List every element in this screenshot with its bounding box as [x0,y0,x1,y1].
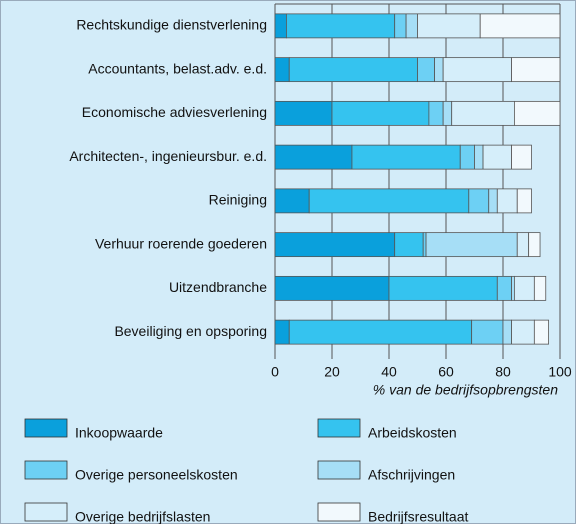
bar-segment [474,144,484,170]
bar-segment [388,275,498,301]
bar-segment [417,57,436,83]
legend-swatch [24,460,68,480]
bar-segment [274,13,287,39]
bar-segment [274,232,396,258]
legend-label: Bedrijfsresultaat [368,509,468,524]
y-tick-label: Accountants, belast.adv. e.d. [88,60,267,76]
bar-segment [482,144,512,170]
bar-segment [533,275,547,301]
x-tick-label: 100 [548,364,572,380]
bar-segment [434,57,444,83]
bar-segment [496,275,512,301]
legend-swatch [317,460,361,480]
legend-label: Overige bedrijfslasten [75,509,210,524]
bar-segment [496,188,518,214]
legend-label: Overige personeelskosten [75,467,238,483]
bar-segment [274,57,290,83]
bar-segment [511,319,535,345]
bar-segment [274,100,333,126]
bar-segment [459,144,475,170]
x-tick-label: 0 [271,364,279,380]
y-tick-label: Economische adviesverlening [82,104,267,120]
bar-segment [442,100,453,126]
bar-segment [331,100,430,126]
bar-segment [511,275,515,301]
x-tick-label: 60 [438,364,454,380]
legend-swatch [317,502,361,522]
legend-label: Arbeidskosten [368,425,457,441]
bar-segment [274,275,390,301]
bar-segment [274,144,353,170]
legend-swatch [24,502,68,522]
bar-segment [428,100,444,126]
bar-segment [394,13,407,39]
bar-segment [451,100,515,126]
x-axis-label: % van de bedrijfsopbrengsten [373,382,558,398]
bar-segment [442,57,512,83]
bar-segment [285,13,396,39]
bar-segment [417,13,481,39]
bar-segment [502,319,512,345]
y-tick-label: Rechtskundige dienstverlening [76,17,267,33]
bar-segment [488,188,498,214]
bar-segment [516,188,532,214]
x-tick-label: 40 [381,364,397,380]
y-tick-label: Reiniging [209,192,267,208]
y-tick-label: Verhuur roerende goederen [95,235,267,251]
bar-segment [422,232,427,258]
bar-segment [405,13,418,39]
bar-segment [394,232,424,258]
bar-segment [533,319,549,345]
bar-segment [351,144,461,170]
bar-segment [514,275,535,301]
bar-segment [288,319,473,345]
bar-segment [274,188,310,214]
bar-segment [274,319,290,345]
x-tick-label: 80 [495,364,511,380]
bar-segment [479,13,561,39]
y-tick-label: Beveiliging en opsporing [114,323,267,339]
y-tick-label: Uitzendbranche [169,279,267,295]
y-tick-label: Architecten-, ingenieursbur. e.d. [69,148,267,164]
bar-segment [425,232,518,258]
x-tick-label: 20 [324,364,340,380]
bar-segment [471,319,504,345]
bar-segment [514,100,561,126]
bar-segment [528,232,541,258]
bar-segment [511,144,532,170]
legend-label: Afschrijvingen [368,467,455,483]
legend-swatch [317,418,361,438]
bar-segment [511,57,561,83]
legend-label: Inkoopwaarde [75,425,163,441]
legend-swatch [24,418,68,438]
bar-segment [516,232,530,258]
bar-segment [468,188,490,214]
bar-segment [308,188,470,214]
bar-segment [288,57,418,83]
